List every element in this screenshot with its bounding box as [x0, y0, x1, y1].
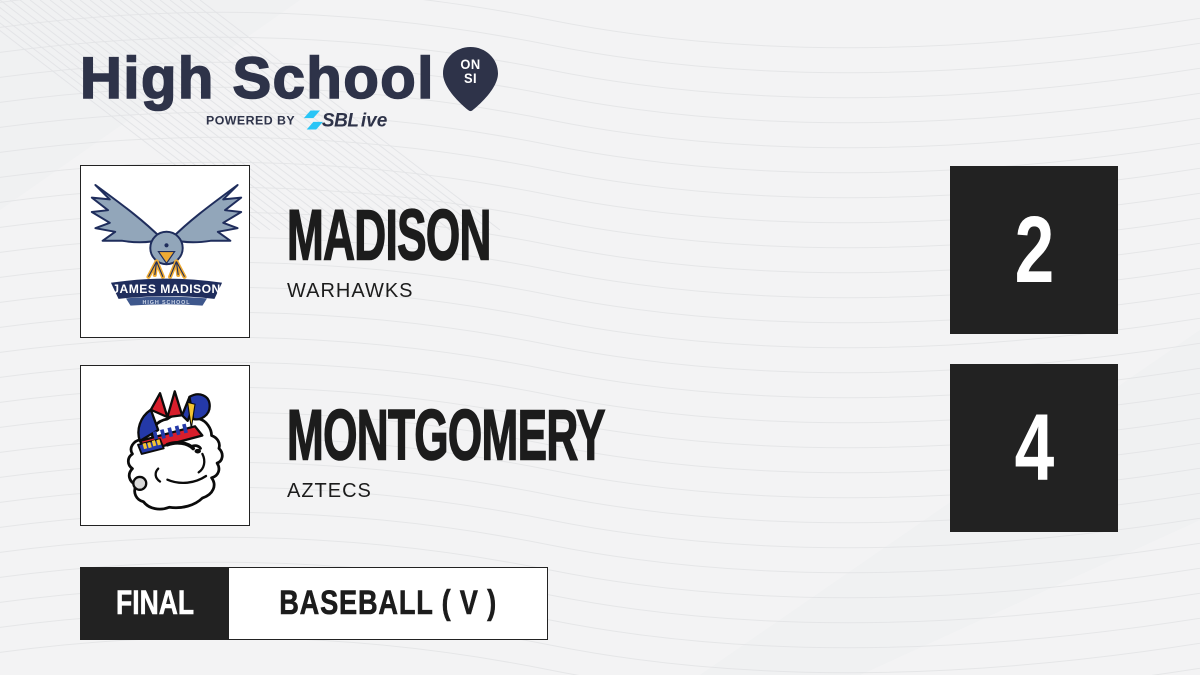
svg-text:HIGH SCHOOL: HIGH SCHOOL — [143, 300, 191, 306]
svg-text:ive: ive — [361, 111, 388, 132]
svg-text:SBL: SBL — [322, 111, 359, 132]
svg-text:JAMES MADISON: JAMES MADISON — [112, 282, 220, 296]
